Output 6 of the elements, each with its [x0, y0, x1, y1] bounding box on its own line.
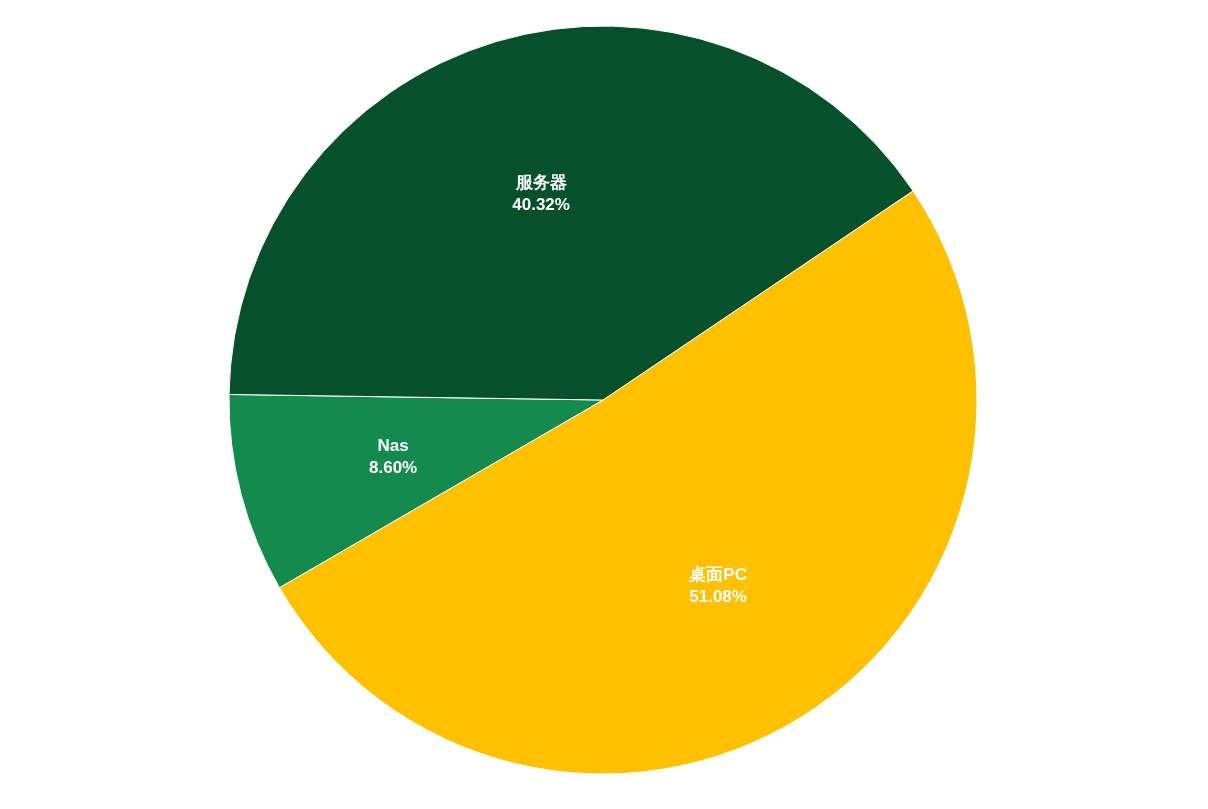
slice-label: Nas [377, 435, 409, 455]
slice-label: 服务器 [514, 173, 567, 193]
data-label: 40.32% [512, 195, 570, 215]
data-label: 51.08% [689, 586, 747, 606]
slice-label: 桌面PC [688, 564, 747, 584]
data-label: 8.60% [369, 457, 418, 477]
